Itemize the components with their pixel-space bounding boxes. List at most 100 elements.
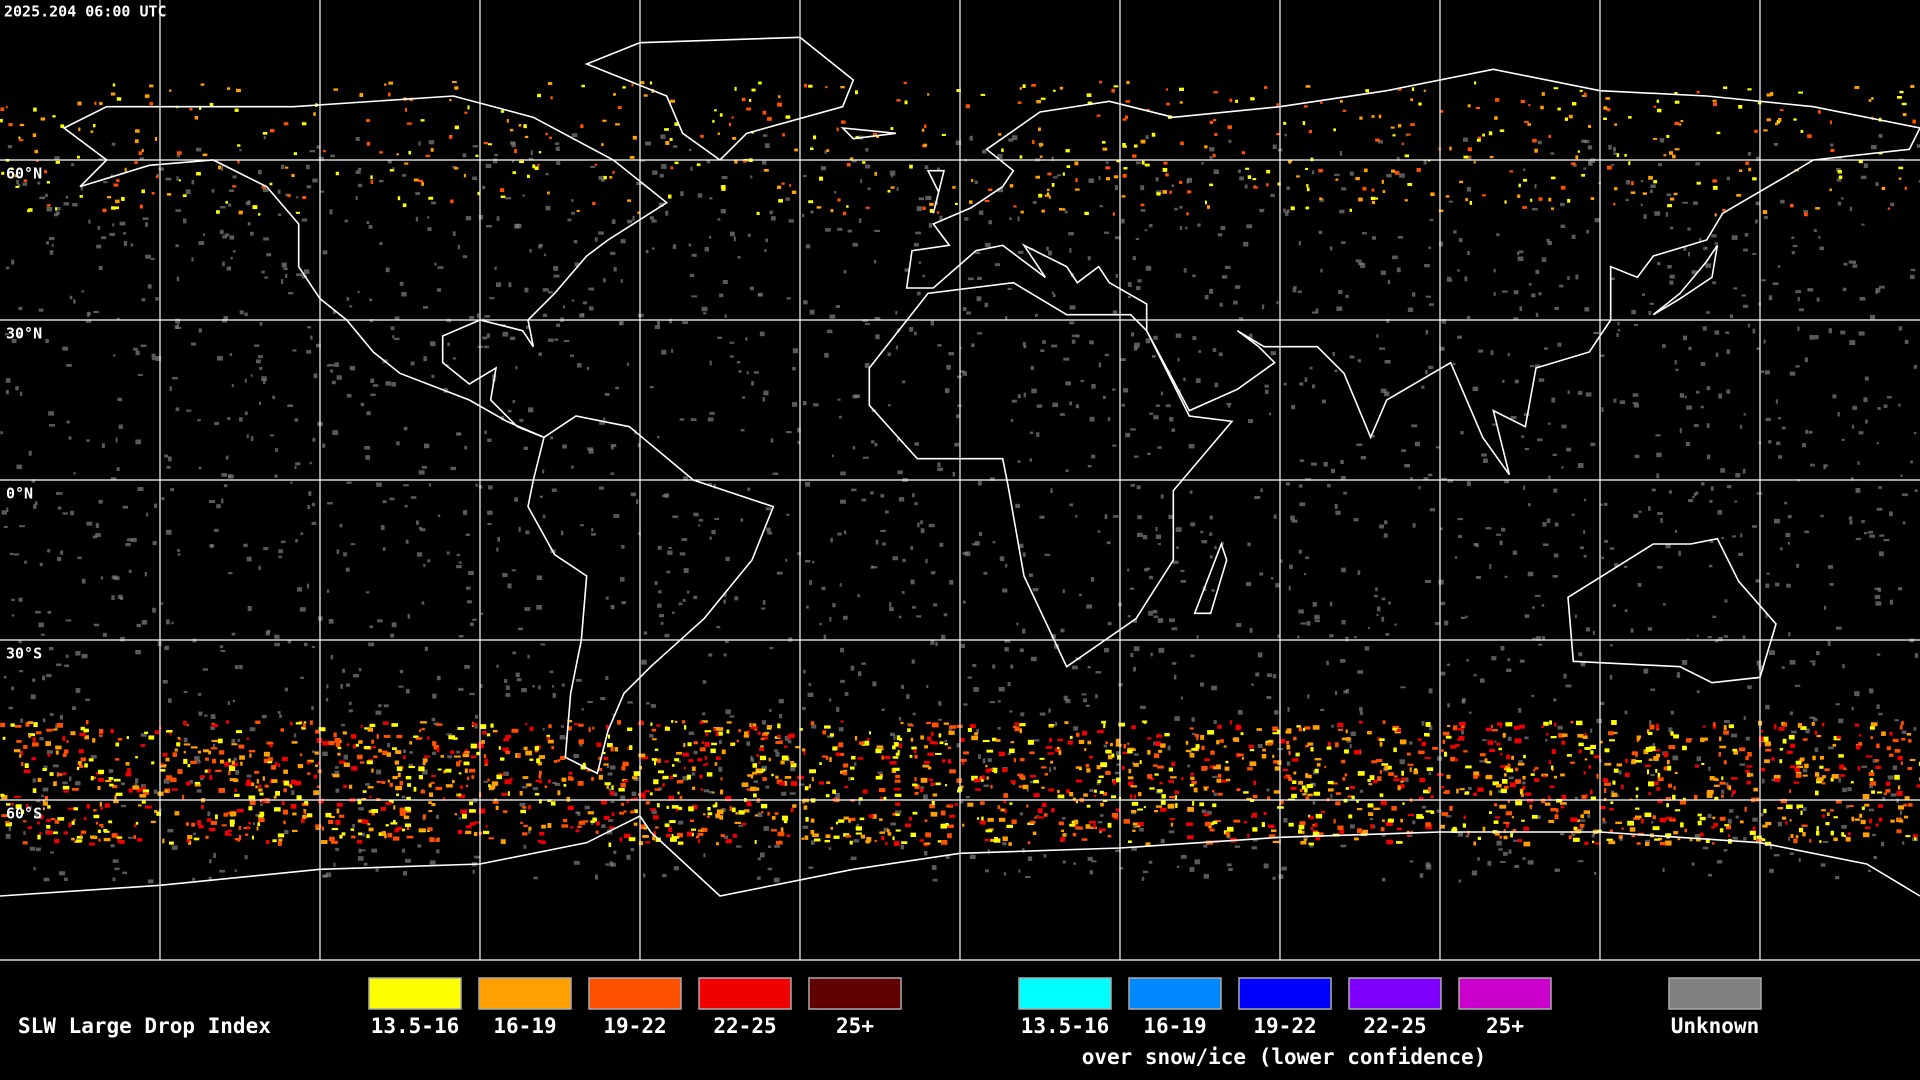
cloud-pixel xyxy=(1428,688,1433,694)
drop-pixel xyxy=(456,793,461,797)
drop-pixel xyxy=(1542,775,1547,778)
drop-pixel xyxy=(537,163,540,167)
drop-pixel xyxy=(1648,781,1655,787)
drop-pixel xyxy=(4,821,10,824)
cloud-pixel xyxy=(108,769,114,773)
drop-pixel xyxy=(271,765,277,770)
cloud-pixel xyxy=(1275,583,1281,588)
drop-pixel xyxy=(786,834,791,837)
drop-pixel xyxy=(1510,833,1513,838)
drop-pixel xyxy=(1594,842,1601,845)
cloud-pixel xyxy=(151,357,157,361)
cloud-pixel xyxy=(875,539,879,545)
drop-pixel xyxy=(1529,804,1533,810)
drop-pixel xyxy=(1747,88,1752,91)
drop-pixel xyxy=(1137,822,1144,827)
cloud-pixel xyxy=(30,694,36,700)
cloud-pixel xyxy=(1261,304,1265,310)
drop-pixel xyxy=(1006,824,1014,829)
drop-pixel xyxy=(1307,742,1314,746)
drop-pixel xyxy=(1423,789,1430,794)
drop-pixel xyxy=(1490,724,1493,728)
cloud-pixel xyxy=(630,847,635,852)
cloud-pixel xyxy=(1065,381,1072,386)
drop-pixel xyxy=(688,759,694,763)
drop-pixel xyxy=(1290,787,1297,790)
cloud-pixel xyxy=(757,857,761,861)
drop-pixel xyxy=(21,809,25,815)
cloud-pixel xyxy=(1119,867,1124,870)
drop-pixel xyxy=(283,122,289,126)
drop-pixel xyxy=(509,128,514,132)
cloud-pixel xyxy=(703,312,707,315)
cloud-pixel xyxy=(261,270,265,274)
drop-pixel xyxy=(1127,747,1134,751)
drop-pixel xyxy=(97,769,104,774)
drop-pixel xyxy=(428,792,434,797)
drop-pixel xyxy=(23,769,31,774)
cloud-pixel xyxy=(450,466,457,471)
cloud-pixel xyxy=(570,465,574,469)
cloud-pixel xyxy=(1112,515,1119,518)
drop-pixel xyxy=(903,81,907,85)
cloud-pixel xyxy=(221,318,228,323)
drop-pixel xyxy=(949,814,956,818)
drop-pixel xyxy=(229,778,237,782)
cloud-pixel xyxy=(1174,207,1178,211)
cloud-pixel xyxy=(1810,463,1815,467)
drop-pixel xyxy=(470,755,477,759)
cloud-pixel xyxy=(962,307,967,311)
drop-pixel xyxy=(254,771,260,774)
cloud-pixel xyxy=(469,692,475,696)
drop-pixel xyxy=(176,742,181,747)
cloud-pixel xyxy=(1384,360,1391,364)
cloud-pixel xyxy=(1752,817,1758,822)
drop-pixel xyxy=(892,745,896,750)
cloud-pixel xyxy=(551,488,557,493)
cloud-pixel xyxy=(1349,355,1355,359)
cloud-pixel xyxy=(1726,349,1730,355)
cloud-pixel xyxy=(284,829,289,834)
cloud-pixel xyxy=(31,479,36,483)
drop-pixel xyxy=(99,728,104,734)
cloud-pixel xyxy=(852,242,858,247)
drop-pixel xyxy=(1489,749,1496,753)
drop-pixel xyxy=(808,784,811,789)
drop-pixel xyxy=(331,827,339,831)
cloud-pixel xyxy=(1769,868,1774,873)
drop-pixel xyxy=(1123,167,1128,170)
drop-pixel xyxy=(501,792,507,796)
drop-pixel xyxy=(690,828,696,831)
cloud-pixel xyxy=(1624,609,1628,613)
drop-pixel xyxy=(144,731,149,734)
drop-pixel xyxy=(586,769,592,772)
drop-pixel xyxy=(684,725,687,730)
cloud-pixel xyxy=(840,471,846,476)
cloud-pixel xyxy=(175,407,180,412)
drop-pixel xyxy=(149,101,153,106)
cloud-pixel xyxy=(1286,186,1290,190)
cloud-pixel xyxy=(1902,841,1905,845)
drop-pixel xyxy=(1018,723,1026,727)
cloud-pixel xyxy=(1054,721,1058,727)
drop-pixel xyxy=(676,806,679,812)
drop-pixel xyxy=(1588,765,1592,769)
cloud-pixel xyxy=(230,256,233,260)
drop-pixel xyxy=(936,211,940,214)
cloud-pixel xyxy=(1860,175,1867,179)
cloud-pixel xyxy=(511,142,516,148)
cloud-pixel xyxy=(73,299,76,304)
cloud-pixel xyxy=(86,521,93,526)
cloud-pixel xyxy=(510,141,516,145)
cloud-pixel xyxy=(210,714,216,720)
drop-pixel xyxy=(691,804,698,810)
cloud-pixel xyxy=(1131,761,1135,765)
cloud-pixel xyxy=(472,618,477,621)
drop-pixel xyxy=(1819,840,1822,843)
drop-pixel xyxy=(762,110,767,115)
cloud-pixel xyxy=(1359,789,1364,793)
cloud-pixel xyxy=(1446,663,1451,666)
cloud-pixel xyxy=(484,430,487,435)
drop-pixel xyxy=(603,763,609,766)
drop-pixel xyxy=(1465,765,1472,769)
